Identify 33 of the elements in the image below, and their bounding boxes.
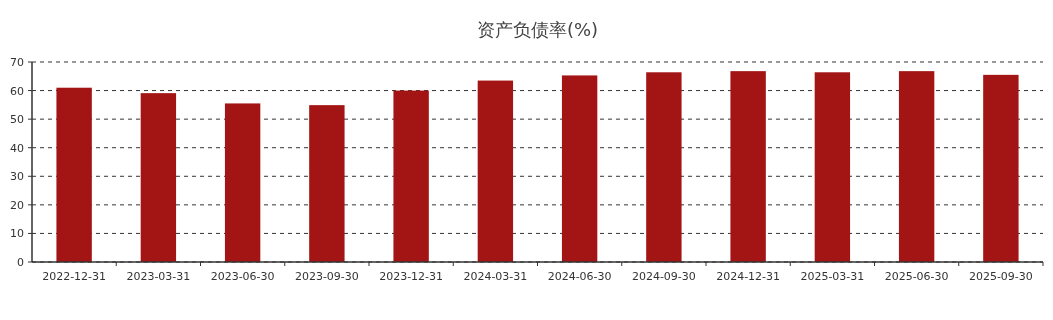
bar	[730, 71, 766, 262]
x-tick-label: 2022-12-31	[42, 270, 107, 283]
bar	[561, 75, 598, 262]
bar	[898, 71, 935, 262]
bar	[56, 87, 92, 262]
x-tick-label: 2024-03-31	[463, 270, 528, 283]
x-tick-label: 2023-09-30	[294, 270, 359, 283]
x-tick-label: 2023-06-30	[210, 270, 275, 283]
bar	[646, 72, 682, 262]
bar	[477, 80, 514, 262]
y-tick-label: 40	[10, 141, 24, 155]
y-tick-label: 30	[10, 170, 24, 184]
x-tick-label: 2024-06-30	[547, 270, 612, 283]
x-tick-label: 2023-12-31	[379, 270, 444, 283]
bar	[140, 93, 177, 262]
x-tick-label: 2025-06-30	[884, 270, 949, 283]
x-tick-label: 2025-09-30	[968, 270, 1033, 283]
bar	[309, 105, 345, 262]
x-tick-label: 2023-03-31	[126, 270, 191, 283]
y-tick-label: 0	[17, 256, 24, 269]
y-tick-label: 10	[10, 227, 24, 241]
bar	[224, 103, 261, 262]
x-tick-label: 2024-09-30	[631, 270, 696, 283]
y-tick-label: 70	[10, 56, 24, 69]
y-tick-label: 50	[10, 113, 24, 127]
x-tick-label: 2025-03-31	[800, 270, 865, 283]
x-tick-label: 2024-12-31	[716, 270, 781, 283]
bar	[393, 90, 429, 262]
bar	[983, 74, 1019, 262]
bar	[814, 72, 851, 262]
y-tick-label: 60	[10, 84, 24, 98]
chart-title: 资产负债率(%)	[476, 19, 599, 40]
y-tick-label: 20	[10, 198, 24, 212]
